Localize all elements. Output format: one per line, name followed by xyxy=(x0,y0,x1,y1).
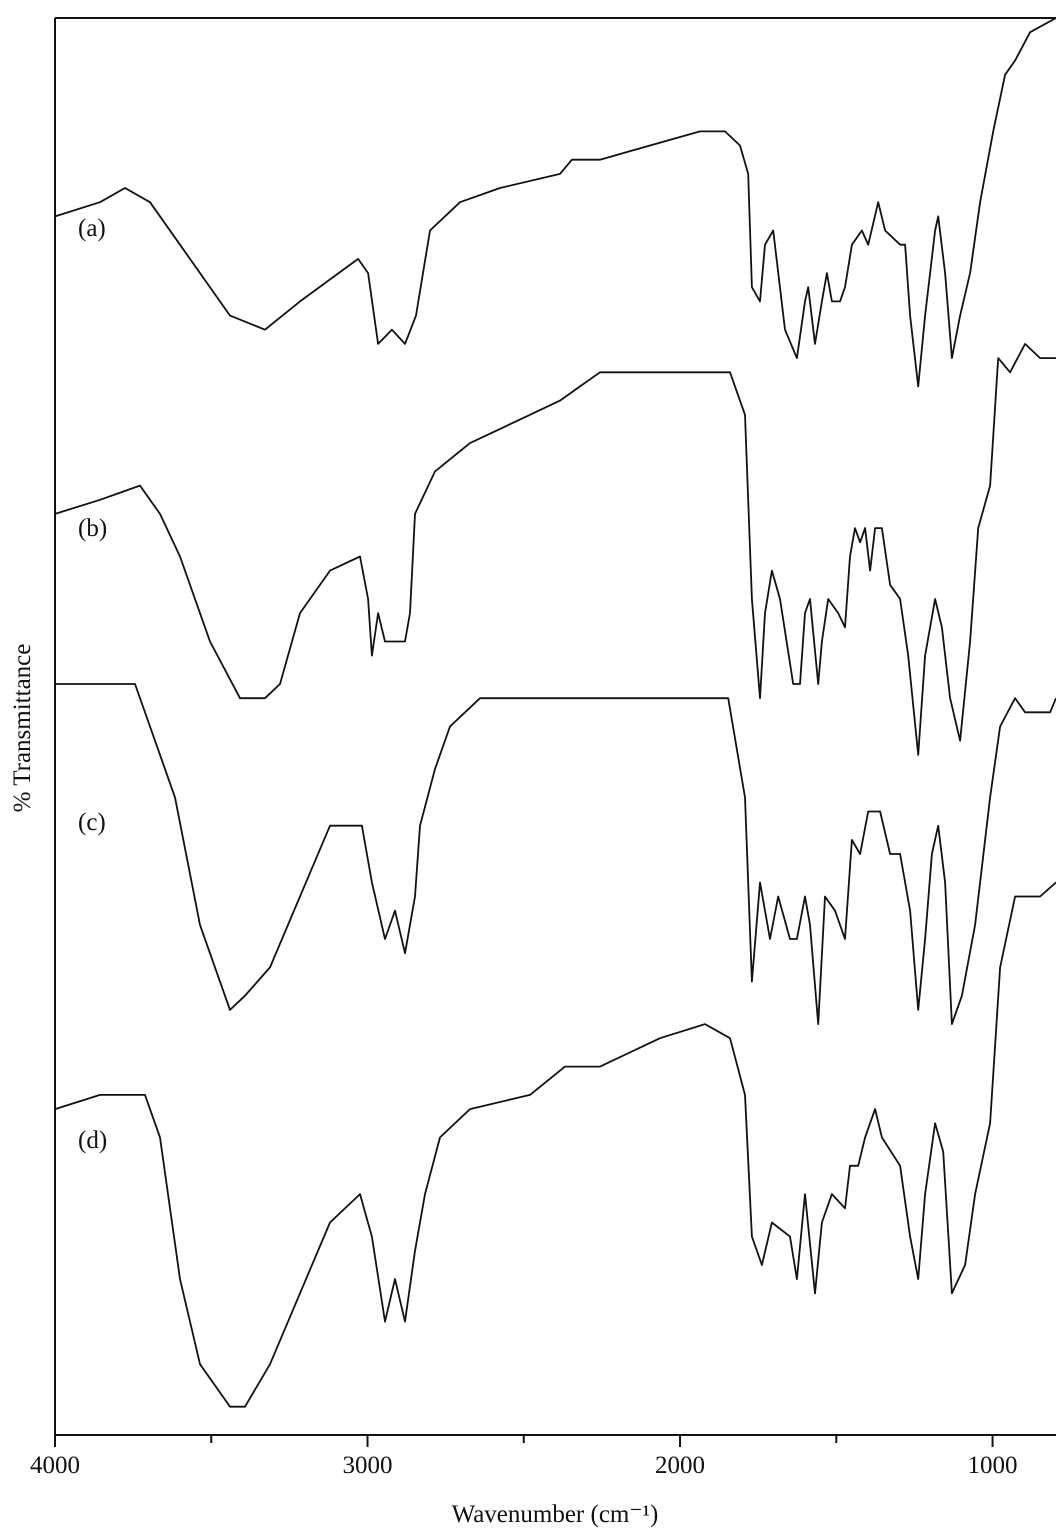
x-tick-label: 3000 xyxy=(343,1452,393,1479)
x-tick-label: 2000 xyxy=(655,1452,705,1479)
spectrum-line xyxy=(54,881,1056,1408)
x-axis-label: Wavenumber (cm⁻¹) xyxy=(452,1501,659,1528)
series-label: (b) xyxy=(78,515,107,542)
spectrum-line xyxy=(54,343,1056,756)
series-label: (d) xyxy=(78,1127,107,1154)
spectrum-line xyxy=(54,17,1056,388)
series-label: (c) xyxy=(78,809,106,836)
x-tick-label: 4000 xyxy=(30,1452,80,1479)
spectrum-line xyxy=(55,683,1056,1025)
x-tick-label: 1000 xyxy=(968,1452,1018,1479)
y-axis-label: % Transmittance xyxy=(9,644,36,813)
series-label: (a) xyxy=(78,215,106,242)
